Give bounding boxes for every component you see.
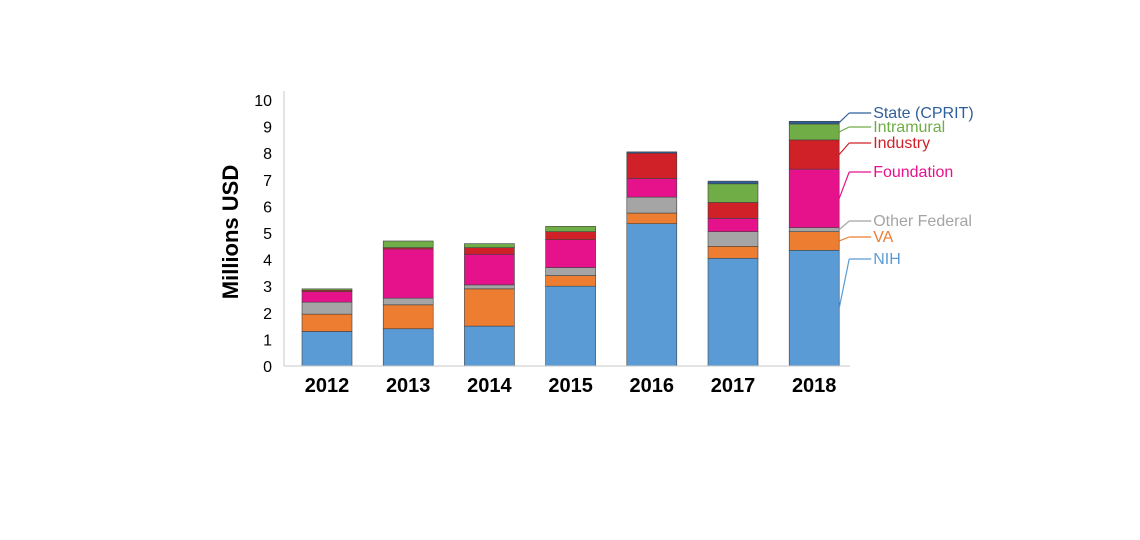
bar-segment	[707, 246, 759, 259]
y-tick-label: 3	[263, 279, 272, 296]
y-axis-label: Millions USD	[218, 165, 243, 299]
bar-segment	[545, 231, 596, 240]
y-tick-label: 4	[263, 253, 272, 270]
bar-segment	[545, 239, 596, 268]
bar-segment	[464, 243, 515, 248]
x-tick-label: 2014	[467, 375, 512, 397]
bar-segment	[707, 231, 759, 247]
bar-segment	[464, 284, 515, 290]
x-tick-label: 2012	[305, 375, 350, 397]
bar-segment	[545, 226, 596, 232]
y-tick-label: 0	[263, 359, 272, 376]
bar-segment	[545, 267, 596, 276]
bar-segment	[788, 120, 840, 125]
y-axis: 0 1 2 3 4 5 6 7 8 9 10 Millions USD	[218, 91, 285, 376]
legend-leader-line	[838, 171, 850, 199]
legend-leader-line	[838, 258, 850, 309]
legend-leader-line	[838, 112, 850, 124]
bar-segment	[545, 275, 596, 287]
legend-label: Intramural	[873, 119, 945, 136]
x-tick-label: 2016	[630, 375, 675, 397]
bar-segment	[626, 196, 678, 214]
bar-segment	[788, 168, 840, 228]
legend-leader-line	[838, 236, 850, 242]
x-tick-label: 2015	[548, 375, 593, 397]
x-tick-label: 2017	[711, 375, 756, 397]
bar-segment	[301, 301, 353, 315]
bar-segment	[788, 227, 840, 232]
bar-segment	[707, 183, 759, 203]
bar-segment	[788, 123, 840, 141]
bar-segment	[382, 248, 434, 299]
x-tick-label: 2013	[386, 375, 431, 397]
x-tick-label: 2018	[792, 375, 837, 397]
x-tick-labels: 2012 2013 2014 2015 2016 2017 2018	[305, 375, 837, 397]
bar-segment	[626, 152, 678, 179]
y-tick-label: 9	[263, 120, 272, 137]
legend-label: State (CPRIT)	[873, 105, 973, 122]
y-tick-label: 7	[263, 173, 272, 190]
legend-leader-line	[838, 126, 850, 133]
bar-segment	[707, 202, 759, 219]
bar-segment	[464, 288, 515, 327]
legend-label: Other Federal	[873, 213, 972, 230]
bar-segment	[382, 297, 434, 306]
bar-segment	[788, 249, 840, 367]
y-tick-label: 6	[263, 199, 272, 216]
bar-segment	[626, 212, 678, 224]
y-tick-label: 8	[263, 146, 272, 163]
bar-segment	[464, 247, 515, 255]
bar-segment	[301, 313, 353, 332]
bars	[301, 120, 840, 367]
bar-segment	[301, 291, 353, 303]
bar-segment	[382, 240, 434, 248]
bar-segment	[626, 178, 678, 198]
legend-leader-line	[838, 142, 850, 155]
bar-segment	[464, 253, 515, 286]
bar-segment	[301, 331, 353, 367]
bar-segment	[707, 180, 759, 185]
bar-segment	[707, 257, 759, 367]
legend-leader-line	[838, 220, 850, 231]
y-tick-label: 5	[263, 226, 272, 243]
legend-label: NIH	[873, 251, 901, 268]
bar-segment	[382, 304, 434, 330]
bar-segment	[788, 231, 840, 251]
bar-segment	[382, 328, 434, 367]
legend-label: Foundation	[873, 164, 953, 181]
bar-segment	[626, 223, 678, 367]
bar-segment	[464, 325, 515, 367]
bar-segment	[707, 218, 759, 232]
y-tick-labels: 0 1 2 3 4 5 6 7 8 9 10	[254, 93, 272, 376]
bar-segment	[626, 151, 678, 154]
y-tick-label: 1	[263, 332, 272, 349]
legend-label: Industry	[873, 135, 930, 152]
bar-segment	[545, 285, 596, 367]
legend-label: VA	[873, 229, 893, 246]
y-tick-label: 10	[254, 93, 272, 110]
y-tick-label: 2	[263, 306, 272, 323]
bar-segment	[301, 288, 353, 291]
bar-segment	[788, 139, 840, 170]
